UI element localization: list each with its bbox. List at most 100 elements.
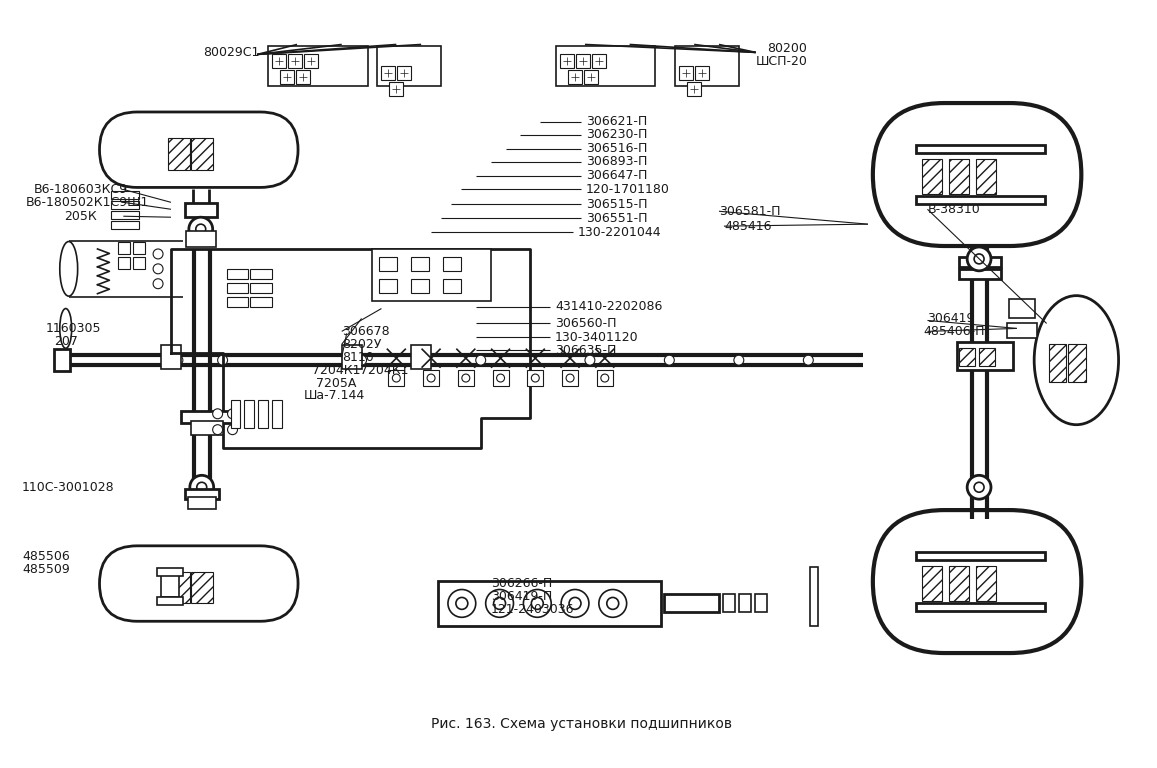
Bar <box>250 269 272 279</box>
Circle shape <box>561 590 589 617</box>
Text: 306419: 306419 <box>928 312 975 325</box>
Circle shape <box>427 374 435 382</box>
Bar <box>915 604 1045 611</box>
Bar <box>397 66 411 80</box>
Bar <box>959 348 975 366</box>
Circle shape <box>606 598 619 609</box>
Bar <box>576 55 590 68</box>
Bar <box>258 400 268 428</box>
Bar <box>1007 323 1037 339</box>
Bar <box>754 594 767 612</box>
Bar <box>1009 299 1034 319</box>
Text: В6-180502К1С9Ш1: В6-180502К1С9Ш1 <box>25 196 149 209</box>
Circle shape <box>190 475 214 499</box>
Bar <box>739 594 751 612</box>
Bar <box>227 283 249 293</box>
Bar <box>922 159 942 194</box>
Bar <box>186 231 215 247</box>
Text: 8110: 8110 <box>341 351 374 364</box>
Text: 306515-П: 306515-П <box>585 198 648 210</box>
Circle shape <box>172 356 183 365</box>
Bar <box>379 257 397 271</box>
Text: 306266-П: 306266-П <box>491 577 552 590</box>
Bar <box>723 594 735 612</box>
Bar <box>250 283 272 293</box>
Bar <box>185 489 219 499</box>
Text: 485416: 485416 <box>724 220 772 233</box>
Circle shape <box>213 409 222 419</box>
Bar <box>389 370 404 386</box>
Text: Ша-7.144: Ша-7.144 <box>304 389 366 402</box>
Text: ШСП-20: ШСП-20 <box>756 55 808 68</box>
Text: 306419-П: 306419-П <box>491 590 552 603</box>
Bar <box>157 598 183 605</box>
Circle shape <box>496 374 504 382</box>
Bar <box>161 346 180 369</box>
Bar <box>959 257 1001 266</box>
Text: В6-180603КС9: В6-180603КС9 <box>34 183 128 196</box>
Circle shape <box>531 374 539 382</box>
Text: 306621-П: 306621-П <box>585 115 647 128</box>
Bar <box>676 46 739 86</box>
Circle shape <box>803 356 813 365</box>
Bar <box>272 55 286 68</box>
Text: 7204К1: 7204К1 <box>360 363 408 376</box>
Circle shape <box>153 249 163 259</box>
Bar <box>443 279 460 293</box>
Bar <box>272 400 282 428</box>
Bar <box>597 370 613 386</box>
Bar <box>687 82 701 96</box>
Circle shape <box>599 590 627 617</box>
Text: 80200: 80200 <box>767 42 806 55</box>
Bar <box>949 159 970 194</box>
Bar <box>111 221 139 229</box>
Text: 485506: 485506 <box>22 550 69 563</box>
Bar <box>180 411 233 422</box>
Circle shape <box>448 590 476 617</box>
Bar <box>584 71 598 84</box>
Text: 205К: 205К <box>64 210 96 223</box>
Bar <box>423 370 439 386</box>
Bar <box>168 571 190 604</box>
Bar <box>230 400 241 428</box>
Text: 306551-П: 306551-П <box>585 212 648 225</box>
Text: 485509: 485509 <box>22 563 69 576</box>
Circle shape <box>967 475 992 499</box>
Bar <box>557 46 655 86</box>
Circle shape <box>228 425 237 435</box>
Circle shape <box>974 482 985 492</box>
Circle shape <box>356 356 367 365</box>
Bar <box>133 257 145 269</box>
Circle shape <box>585 356 595 365</box>
Bar <box>949 566 970 601</box>
Bar <box>296 71 310 84</box>
Text: 80029С1: 80029С1 <box>202 46 259 59</box>
Bar <box>664 594 718 612</box>
Bar <box>390 82 404 96</box>
Ellipse shape <box>60 309 72 348</box>
Bar <box>1048 344 1067 382</box>
Circle shape <box>218 356 228 365</box>
Circle shape <box>494 598 506 609</box>
Circle shape <box>566 374 574 382</box>
Text: 306581-П: 306581-П <box>718 205 781 218</box>
Text: 306678: 306678 <box>341 325 390 338</box>
Bar <box>562 370 578 386</box>
Bar <box>377 46 441 86</box>
Bar <box>922 566 942 601</box>
Bar <box>810 567 818 626</box>
Text: В-38310: В-38310 <box>928 203 980 216</box>
Text: Рис. 163. Схема установки подшипников: Рис. 163. Схема установки подшипников <box>432 717 732 730</box>
Ellipse shape <box>60 242 78 296</box>
Bar <box>411 257 429 271</box>
Bar <box>957 343 1012 370</box>
FancyBboxPatch shape <box>872 510 1082 653</box>
Bar <box>379 279 397 293</box>
Bar <box>695 66 709 80</box>
Text: 306560-П: 306560-П <box>555 317 617 330</box>
Bar <box>288 55 302 68</box>
Circle shape <box>189 217 213 241</box>
Bar <box>250 296 272 306</box>
Bar <box>341 346 362 369</box>
Circle shape <box>664 356 675 365</box>
